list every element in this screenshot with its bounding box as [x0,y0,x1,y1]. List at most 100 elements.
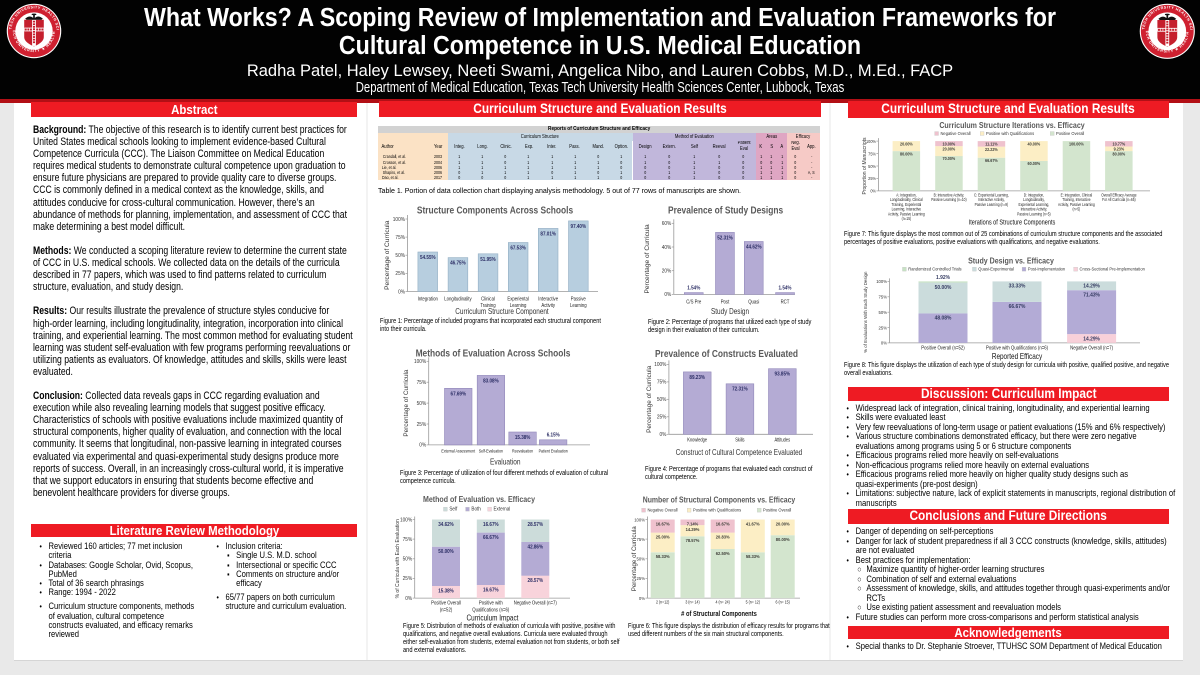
svg-text:Passive Learning (n=5): Passive Learning (n=5) [1017,211,1051,217]
svg-text:(n=5): (n=5) [1073,206,1081,212]
svg-text:16.67%: 16.67% [483,522,499,528]
svg-text:75%: 75% [657,380,667,386]
svg-text:Attitudes: Attitudes [775,437,791,444]
svg-text:Integration: Integration [418,296,438,303]
svg-text:0%: 0% [659,432,666,438]
svg-text:0%: 0% [419,443,426,449]
svg-text:% of Curricula with Each Evalu: % of Curricula with Each Evaluation [395,519,401,598]
svg-text:Evaluation: Evaluation [490,457,521,467]
svg-text:20.00%: 20.00% [900,141,913,146]
svg-text:10.77%: 10.77% [1113,141,1126,146]
svg-text:Positive with Qualifications: Positive with Qualifications [986,130,1035,135]
svg-text:Positive with: Positive with [479,600,503,607]
svg-text:50%: 50% [417,401,427,407]
svg-text:Training: Training [480,303,495,310]
svg-text:20.00%: 20.00% [776,521,790,526]
svg-text:16.67%: 16.67% [656,521,670,526]
svg-text:Overall Efficacy Average: Overall Efficacy Average [1101,192,1136,198]
svg-text:48.08%: 48.08% [935,315,952,321]
svg-text:Qualifications (n=6): Qualifications (n=6) [472,607,509,614]
svg-text:72.31%: 72.31% [732,386,748,392]
svg-text:100%: 100% [876,279,887,284]
svg-text:25%: 25% [868,176,876,181]
svg-text:Reevaluation: Reevaluation [512,448,534,454]
svg-text:51.95%: 51.95% [480,257,496,263]
svg-text:Activity, Passive Learning: Activity, Passive Learning [1058,201,1095,207]
svg-text:A: Integration,: A: Integration, [896,192,916,198]
svg-text:Positive Overall: Positive Overall [763,507,791,512]
svg-text:Training, Experiental: Training, Experiental [892,201,922,207]
svg-text:Negative Overall (n=7): Negative Overall (n=7) [514,600,557,607]
svg-text:3 (n= 14): 3 (n= 14) [685,599,700,605]
svg-text:100%: 100% [393,217,406,223]
svg-text:50%: 50% [637,556,646,561]
svg-text:1.54%: 1.54% [779,285,792,291]
svg-text:50%: 50% [879,310,888,315]
svg-text:2 (n=12): 2 (n=12) [656,599,670,605]
svg-text:75%: 75% [417,380,427,386]
svg-text:Interactive: Interactive [538,296,558,303]
svg-text:25%: 25% [395,271,405,277]
svg-text:Methods of Evaluation Across S: Methods of Evaluation Across Schools [416,348,571,359]
svg-text:Percentage of Curricula: Percentage of Curricula [403,369,410,437]
svg-text:93.85%: 93.85% [775,371,791,377]
svg-text:Prevalence of Constructs Evalu: Prevalence of Constructs Evaluated [655,348,798,359]
svg-text:Percentage of Curricula: Percentage of Curricula [384,220,391,290]
svg-text:25%: 25% [879,325,888,330]
svg-text:66.67%: 66.67% [483,535,499,541]
svg-text:83.08%: 83.08% [483,378,499,384]
svg-text:Patient Evaluation: Patient Evaluation [539,448,569,454]
svg-text:54.55%: 54.55% [420,255,436,261]
svg-text:Learning: Learning [510,303,527,310]
svg-text:20.00%: 20.00% [943,146,956,151]
svg-text:58.33%: 58.33% [656,554,670,559]
svg-text:Curriculum Structure Iteration: Curriculum Structure Iterations vs. Effi… [939,120,1085,130]
svg-text:Clinical: Clinical [481,296,495,303]
svg-text:28.57%: 28.57% [528,522,544,528]
svg-text:20%: 20% [662,268,672,274]
svg-text:0%: 0% [881,341,887,346]
svg-text:Percentage of Curricula: Percentage of Curricula [631,526,638,592]
svg-text:Passive: Passive [571,296,586,303]
svg-text:Learning, Interactive: Learning, Interactive [892,206,921,212]
svg-text:97.40%: 97.40% [571,224,587,230]
svg-text:Activity, Passive Learning: Activity, Passive Learning [888,211,925,217]
svg-text:Quasi: Quasi [748,299,759,306]
svg-text:33.33%: 33.33% [1009,283,1026,289]
svg-text:40%: 40% [662,245,672,251]
svg-text:14.29%: 14.29% [1083,336,1100,342]
svg-text:25.00%: 25.00% [656,534,670,539]
svg-text:75%: 75% [395,235,405,241]
svg-text:46.75%: 46.75% [450,260,466,266]
svg-text:10.00%: 10.00% [943,141,956,146]
svg-text:% of Evaluations With Each Stu: % of Evaluations With Each Study Design [863,271,868,353]
svg-text:14.29%: 14.29% [686,527,700,532]
svg-text:50.00%: 50.00% [935,284,952,290]
svg-text:RCT: RCT [781,299,790,306]
svg-text:Interactive Activity,: Interactive Activity, [1021,206,1048,212]
svg-text:50%: 50% [403,556,413,562]
svg-text:0%: 0% [870,189,876,194]
svg-text:Passive Learning (n=10): Passive Learning (n=10) [931,197,967,203]
svg-text:0%: 0% [639,596,645,601]
svg-text:100%: 100% [400,517,413,523]
svg-text:66.67%: 66.67% [985,158,998,163]
svg-text:0%: 0% [664,292,671,298]
svg-text:15.38%: 15.38% [515,435,531,441]
svg-text:Quasi-Experimental: Quasi-Experimental [978,266,1014,271]
svg-text:11.11%: 11.11% [985,141,998,146]
svg-text:1.92%: 1.92% [936,275,950,281]
svg-text:50%: 50% [395,253,405,259]
svg-text:75%: 75% [403,537,413,543]
svg-text:Construct of Cultural Competen: Construct of Cultural Competence Evaluat… [676,447,802,457]
svg-text:6.15%: 6.15% [547,432,560,438]
svg-text:67.53%: 67.53% [510,245,526,251]
svg-text:16.67%: 16.67% [716,521,730,526]
svg-text:Curriculum Impact: Curriculum Impact [467,613,519,623]
svg-text:Longitudinality,: Longitudinality, [1023,197,1044,203]
svg-text:50.00%: 50.00% [438,549,454,555]
svg-text:Positive Overall: Positive Overall [1056,130,1084,135]
svg-text:Positive Overall: Positive Overall [431,600,461,607]
svg-text:58.33%: 58.33% [746,554,760,559]
svg-text:80.00%: 80.00% [900,151,913,156]
